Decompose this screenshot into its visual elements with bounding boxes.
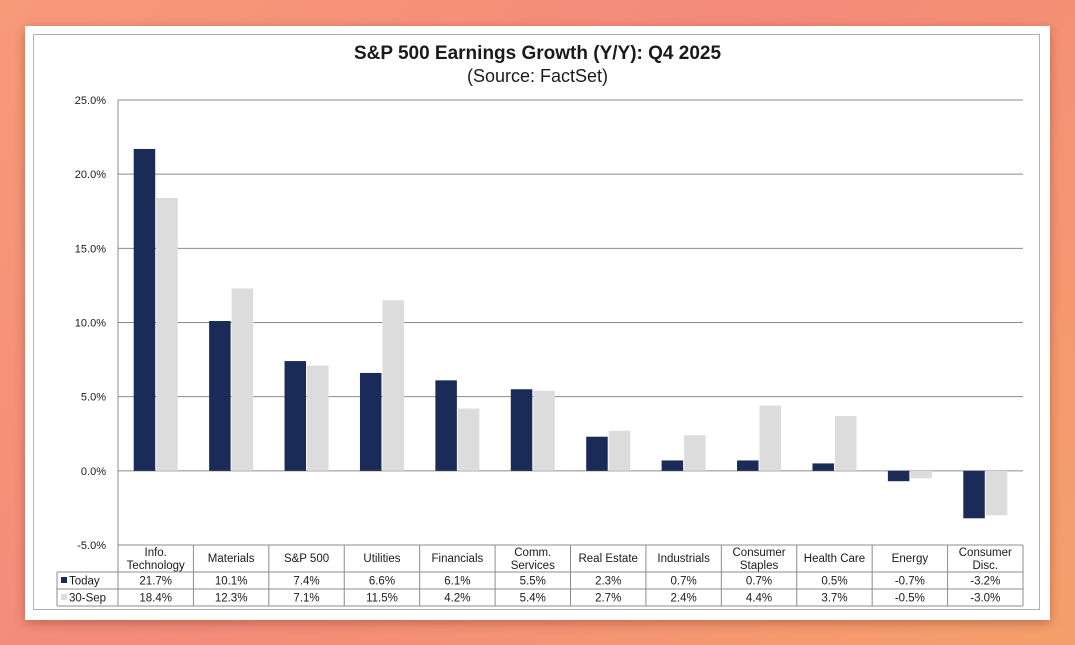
bar-30-sep bbox=[834, 415, 857, 471]
data-label: 6.1% bbox=[444, 576, 470, 588]
category-label: Materials bbox=[208, 553, 255, 565]
data-label: 4.4% bbox=[746, 593, 772, 605]
category-label: Services bbox=[511, 560, 555, 572]
data-label: 7.4% bbox=[293, 576, 319, 588]
bar-today bbox=[435, 380, 457, 471]
category-label: Consumer bbox=[959, 547, 1012, 559]
bar-30-sep bbox=[533, 390, 555, 471]
category-label: Industrials bbox=[657, 553, 710, 565]
data-label: -3.0% bbox=[970, 593, 1000, 605]
chart-canvas: 25.0% 20.0% 15.0% 10.0% 5.0% 0.0% -5.0% Info.Te… bbox=[56, 95, 1024, 607]
legend-label: Today bbox=[69, 576, 100, 588]
bar-30-sep bbox=[684, 435, 706, 471]
bar-30-sep bbox=[608, 430, 631, 471]
y-tick-label: -5.0% bbox=[77, 540, 106, 552]
legend-swatch-today bbox=[61, 577, 67, 583]
y-tick-label: 15.0% bbox=[75, 243, 106, 255]
bar-today bbox=[586, 436, 608, 471]
y-tick-label: 5.0% bbox=[81, 392, 106, 404]
bar-today bbox=[963, 470, 985, 519]
chart-card: S&P 500 Earnings Growth (Y/Y): Q4 2025 (… bbox=[25, 26, 1050, 620]
bar-30-sep bbox=[231, 288, 254, 471]
bar-30-sep bbox=[759, 405, 782, 471]
category-label: Utilities bbox=[363, 553, 400, 565]
data-label: 4.2% bbox=[444, 593, 470, 605]
data-label: 3.7% bbox=[821, 593, 847, 605]
data-label: 12.3% bbox=[215, 593, 248, 605]
bar-30-sep bbox=[910, 470, 932, 479]
data-label: 2.3% bbox=[595, 576, 621, 588]
data-label: -0.5% bbox=[895, 593, 925, 605]
bar-today bbox=[887, 470, 910, 482]
y-tick-label: 0.0% bbox=[81, 466, 106, 478]
y-tick-label: 10.0% bbox=[75, 318, 106, 330]
data-label: 0.7% bbox=[746, 576, 772, 588]
bar-today bbox=[133, 148, 156, 471]
bar-30-sep bbox=[985, 470, 1008, 516]
category-label: S&P 500 bbox=[284, 553, 329, 565]
data-label: 18.4% bbox=[139, 593, 172, 605]
category-label: Staples bbox=[740, 560, 779, 572]
category-label: Comm. bbox=[514, 547, 551, 559]
data-label: 5.5% bbox=[520, 576, 546, 588]
bar-today bbox=[209, 321, 231, 471]
data-label: 7.1% bbox=[293, 593, 319, 605]
chart-subtitle: (Source: FactSet) bbox=[466, 66, 609, 86]
legend-label: 30-Sep bbox=[69, 593, 106, 605]
bar-today bbox=[359, 372, 382, 471]
data-label: 5.4% bbox=[520, 593, 546, 605]
category-label: Info. bbox=[145, 547, 167, 559]
bar-today bbox=[737, 460, 759, 471]
chart-frame bbox=[33, 34, 1040, 610]
bar-30-sep bbox=[457, 408, 480, 471]
bar-today bbox=[812, 463, 834, 471]
data-label: 2.4% bbox=[671, 593, 697, 605]
data-label: -0.7% bbox=[895, 576, 925, 588]
data-label: -3.2% bbox=[970, 576, 1000, 588]
bar-30-sep bbox=[307, 365, 329, 471]
category-label: Disc. bbox=[973, 560, 999, 572]
legend-swatch-30-sep bbox=[61, 594, 67, 600]
y-tick-label: 20.0% bbox=[75, 169, 106, 181]
data-label: 6.6% bbox=[369, 576, 395, 588]
category-label: Technology bbox=[127, 560, 185, 572]
category-label: Real Estate bbox=[578, 553, 637, 565]
data-label: 21.7% bbox=[139, 576, 172, 588]
data-label: 2.7% bbox=[595, 593, 621, 605]
bar-30-sep bbox=[156, 197, 178, 471]
data-label: 10.1% bbox=[215, 576, 248, 588]
bar-today bbox=[510, 389, 533, 471]
bar-today bbox=[284, 361, 307, 471]
category-label: Financials bbox=[431, 553, 483, 565]
data-label: 0.5% bbox=[821, 576, 847, 588]
y-tick-label: 25.0% bbox=[75, 95, 106, 107]
bar-30-sep bbox=[382, 300, 404, 471]
bar-today bbox=[661, 460, 684, 471]
data-label: 11.5% bbox=[366, 593, 398, 605]
data-label: 0.7% bbox=[671, 576, 697, 588]
category-label: Energy bbox=[892, 553, 929, 565]
category-label: Health Care bbox=[804, 553, 865, 565]
category-label: Consumer bbox=[733, 547, 786, 559]
chart-title: S&P 500 Earnings Growth (Y/Y): Q4 2025 bbox=[353, 43, 722, 64]
